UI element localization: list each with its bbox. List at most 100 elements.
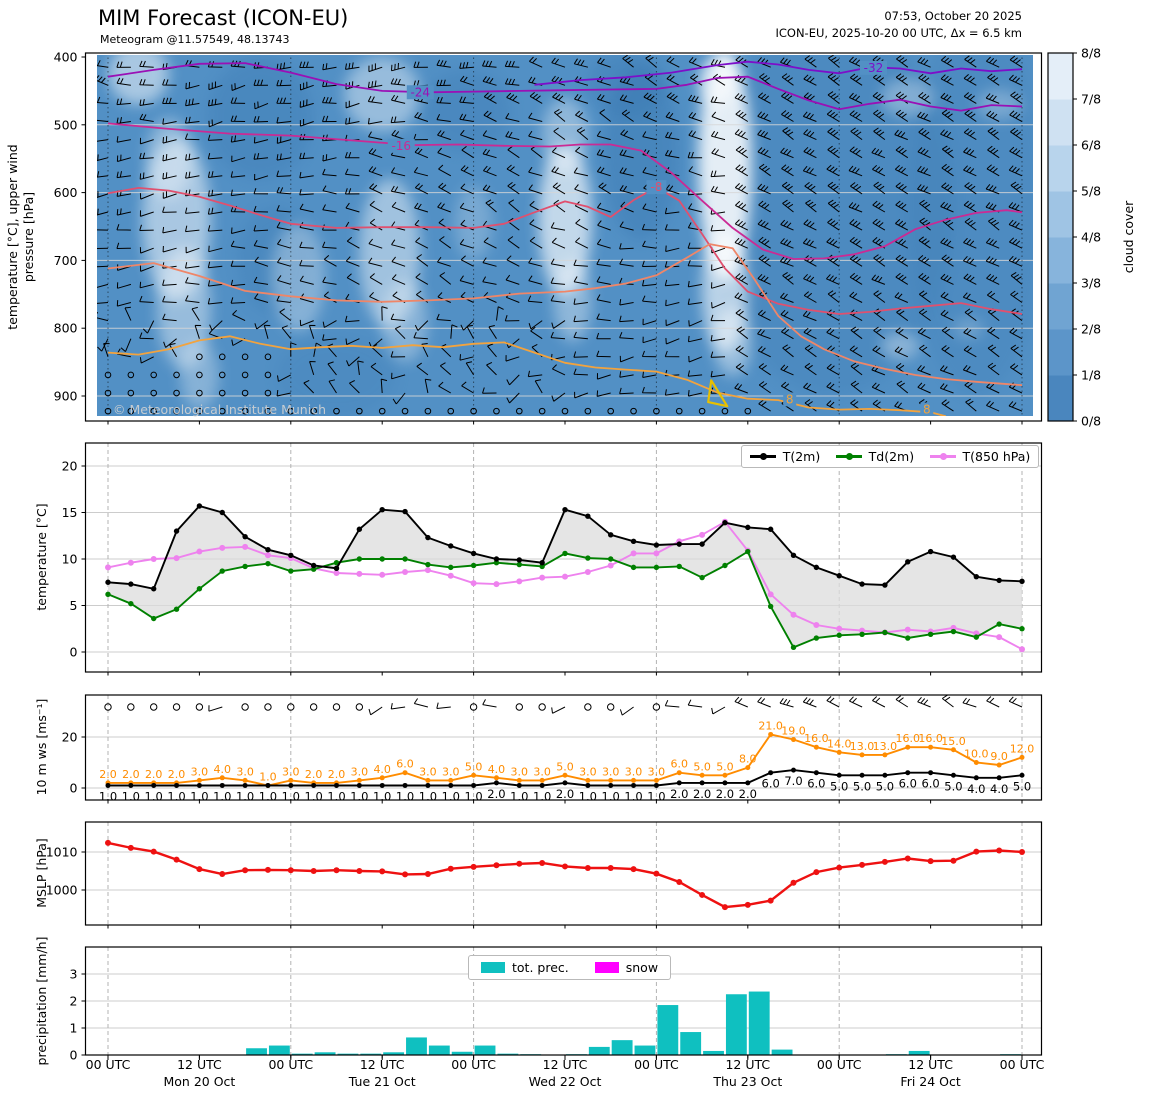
wind-barb — [781, 181, 794, 195]
wind-barb — [391, 62, 406, 72]
day-label: Thu 23 Oct — [712, 1074, 782, 1089]
calm-wind-circle — [264, 353, 272, 361]
wind-barb — [872, 200, 886, 213]
wind-value-label: 4.0 — [967, 782, 985, 796]
t2m-marker — [425, 534, 431, 541]
wind-barb — [550, 222, 566, 231]
wind-barb — [416, 254, 429, 267]
wind-barb — [368, 706, 383, 716]
cloud-bright-region — [553, 260, 592, 342]
wind-barb — [780, 364, 794, 376]
wind-barb — [299, 203, 314, 213]
wind-value-label: 1.0 — [213, 789, 231, 803]
t2m-marker — [288, 552, 294, 558]
gust-value-label: 3.0 — [579, 765, 597, 778]
t850-marker — [584, 569, 591, 576]
wind-barb — [507, 236, 520, 249]
wind-barb — [619, 94, 634, 104]
wind-barb — [665, 131, 680, 141]
wind-barb — [436, 79, 451, 87]
wind-value-label: 1.0 — [167, 789, 185, 803]
t850-marker — [493, 581, 500, 588]
gust-marker — [242, 777, 248, 783]
wind-barb — [919, 199, 931, 213]
wind-barb — [97, 191, 109, 198]
wind-barb — [964, 308, 977, 322]
wind-barb — [313, 342, 322, 357]
wind-barb — [97, 75, 109, 86]
wind-barb — [917, 184, 931, 195]
t850-marker — [127, 559, 134, 566]
t2m-marker — [996, 577, 1002, 584]
t2m-marker — [173, 528, 180, 534]
wind-barb — [207, 171, 223, 178]
wind-barb — [253, 240, 269, 249]
wind-barb — [1009, 237, 1023, 249]
wind-barb — [917, 327, 931, 340]
calm-wind-circle — [607, 703, 615, 711]
wind-barb — [985, 93, 1000, 104]
mslp-marker — [584, 864, 591, 871]
wind-barb — [757, 219, 771, 231]
calm-wind-circle — [516, 407, 523, 415]
wind-barb — [504, 60, 520, 68]
wind-barb — [277, 374, 292, 382]
wind-barb — [139, 224, 154, 231]
wind-barb — [551, 392, 566, 402]
t2m-marker — [699, 541, 705, 547]
wind-barb — [827, 73, 840, 86]
wind-barb — [941, 254, 954, 267]
wind-barb — [941, 109, 954, 122]
td2m-marker — [836, 632, 842, 638]
td2m-marker — [288, 568, 294, 574]
wind-barb — [643, 111, 657, 122]
wind-barb — [483, 165, 497, 177]
td2m-marker — [151, 615, 157, 622]
wind-barb — [758, 363, 771, 376]
wind-barb — [276, 62, 291, 71]
wind-barb — [162, 279, 177, 286]
gust-value-label: 3.0 — [533, 765, 551, 778]
calm-wind-circle — [172, 703, 181, 711]
t2m-marker — [516, 557, 523, 563]
td2m-marker — [448, 564, 454, 571]
wind-barb — [254, 101, 269, 110]
wind-barb — [414, 111, 429, 122]
mslp-marker — [379, 868, 386, 875]
wind-barb — [1009, 110, 1023, 122]
wind-value-label: 1.0 — [624, 789, 642, 803]
wind-barb — [528, 130, 543, 141]
wind-mean-marker — [105, 782, 111, 788]
wind-mean-marker — [539, 782, 545, 788]
gust-marker — [608, 777, 614, 783]
precip-bar — [246, 1048, 267, 1055]
cloud-bright-region — [881, 78, 935, 117]
wind-barb — [711, 264, 726, 271]
wind-barb — [253, 205, 269, 213]
y-tick-label: 20 — [62, 459, 78, 474]
contour-line--24 — [107, 62, 1023, 112]
precip-bar — [428, 1045, 450, 1055]
calm-wind-circle — [241, 407, 249, 415]
wind-barb — [139, 295, 154, 303]
wind-barb — [642, 203, 657, 213]
mslp-marker — [653, 870, 660, 877]
td2m-marker — [425, 561, 431, 568]
wind-barb — [207, 152, 223, 160]
wind-barb — [710, 370, 726, 378]
gust-value-label: 8.0 — [739, 753, 757, 766]
wind-barb — [642, 295, 657, 303]
wind-barb — [642, 336, 657, 344]
wind-barb — [553, 108, 566, 122]
wind-mean-marker — [174, 782, 180, 788]
wind-barb — [895, 254, 909, 267]
wind-barb — [759, 73, 771, 86]
calm-wind-circle — [584, 703, 592, 711]
wind-barb — [986, 164, 1000, 177]
wind-barb — [424, 378, 432, 394]
gust-marker — [402, 770, 408, 776]
wind-barb — [436, 96, 451, 104]
wind-barb — [185, 277, 200, 285]
gust-marker — [562, 772, 568, 778]
wind-barb — [664, 350, 680, 358]
